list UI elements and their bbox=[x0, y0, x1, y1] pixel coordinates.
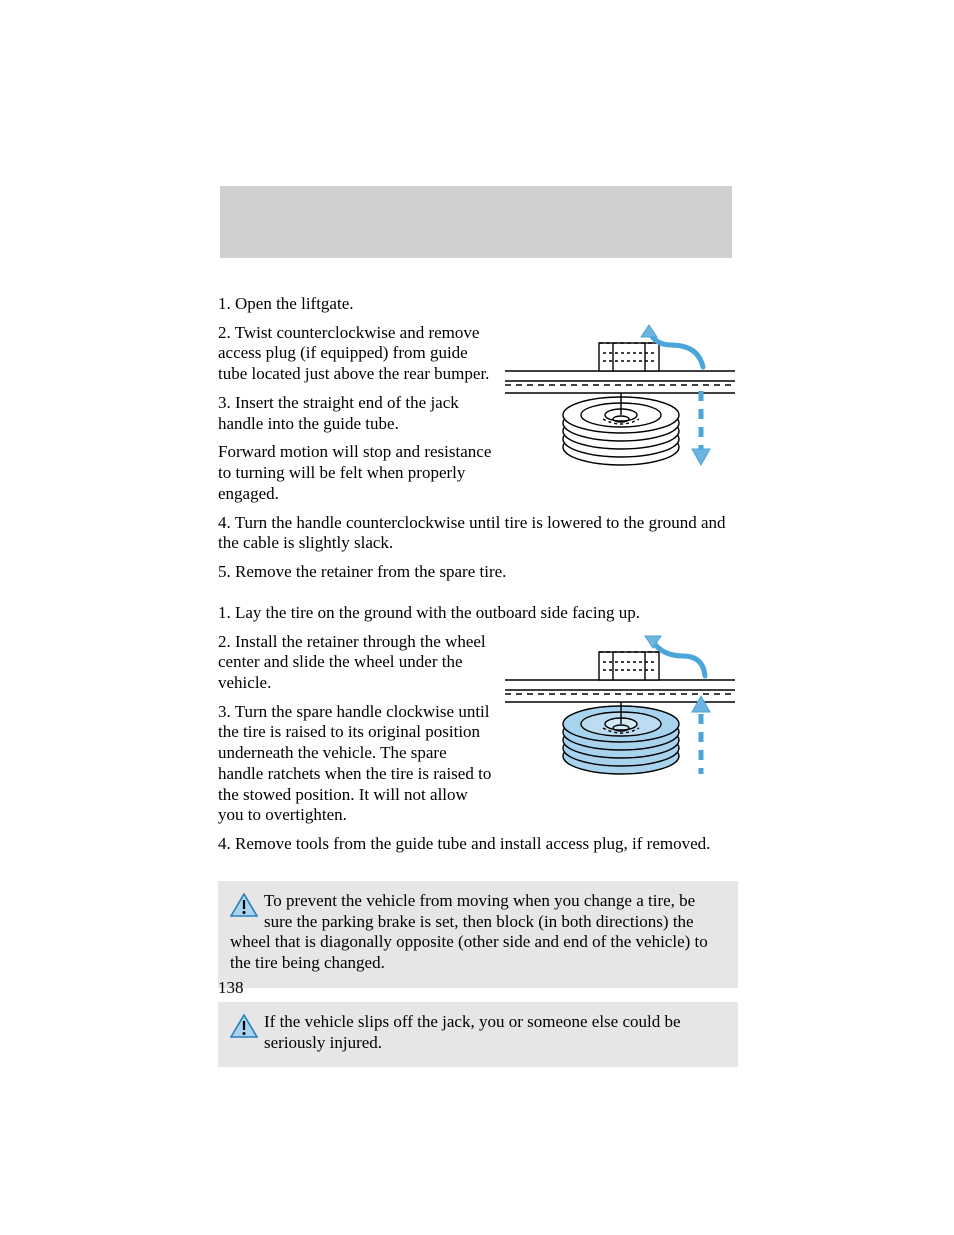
diagram-stow-spare bbox=[503, 632, 738, 782]
removing-step-3: 3. Insert the straight end of the jack h… bbox=[218, 393, 493, 434]
removing-left-column: 2. Twist counterclockwise and remove acc… bbox=[218, 323, 493, 513]
removing-row: 2. Twist counterclockwise and remove acc… bbox=[218, 323, 738, 513]
stowing-step-3: 3. Turn the spare handle clockwise until… bbox=[218, 702, 493, 826]
removing-step-5: 5. Remove the retainer from the spare ti… bbox=[218, 562, 738, 583]
page-number: 138 bbox=[218, 978, 244, 998]
warning-box-2: If the vehicle slips off the jack, you o… bbox=[218, 1002, 738, 1067]
warning-text-2: If the vehicle slips off the jack, you o… bbox=[264, 1012, 681, 1052]
page: 1. Open the liftgate. 2. Twist countercl… bbox=[0, 0, 954, 1235]
warning-box-1: To prevent the vehicle from moving when … bbox=[218, 881, 738, 988]
removing-step-3b: Forward motion will stop and resistance … bbox=[218, 442, 493, 504]
stowing-row: 2. Install the retainer through the whee… bbox=[218, 632, 738, 835]
stowing-step-1: 1. Lay the tire on the ground with the o… bbox=[218, 603, 738, 624]
pre-warning-spacer bbox=[218, 863, 738, 881]
warning-icon bbox=[230, 893, 258, 917]
warning-text-1: To prevent the vehicle from moving when … bbox=[230, 891, 708, 972]
header-band bbox=[220, 186, 732, 258]
stowing-step-2: 2. Install the retainer through the whee… bbox=[218, 632, 493, 694]
content-area: 1. Open the liftgate. 2. Twist countercl… bbox=[218, 294, 738, 1067]
stowing-step-4: 4. Remove tools from the guide tube and … bbox=[218, 834, 738, 855]
diagram-remove-spare bbox=[503, 323, 738, 473]
removing-step-1: 1. Open the liftgate. bbox=[218, 294, 738, 315]
stowing-heading-spacer bbox=[218, 591, 738, 603]
warning-icon bbox=[230, 1014, 258, 1038]
between-warnings-spacer bbox=[218, 988, 738, 1002]
stowing-left-column: 2. Install the retainer through the whee… bbox=[218, 632, 493, 835]
removing-step-2: 2. Twist counterclockwise and remove acc… bbox=[218, 323, 493, 385]
removing-step-4: 4. Turn the handle counterclockwise unti… bbox=[218, 513, 738, 554]
